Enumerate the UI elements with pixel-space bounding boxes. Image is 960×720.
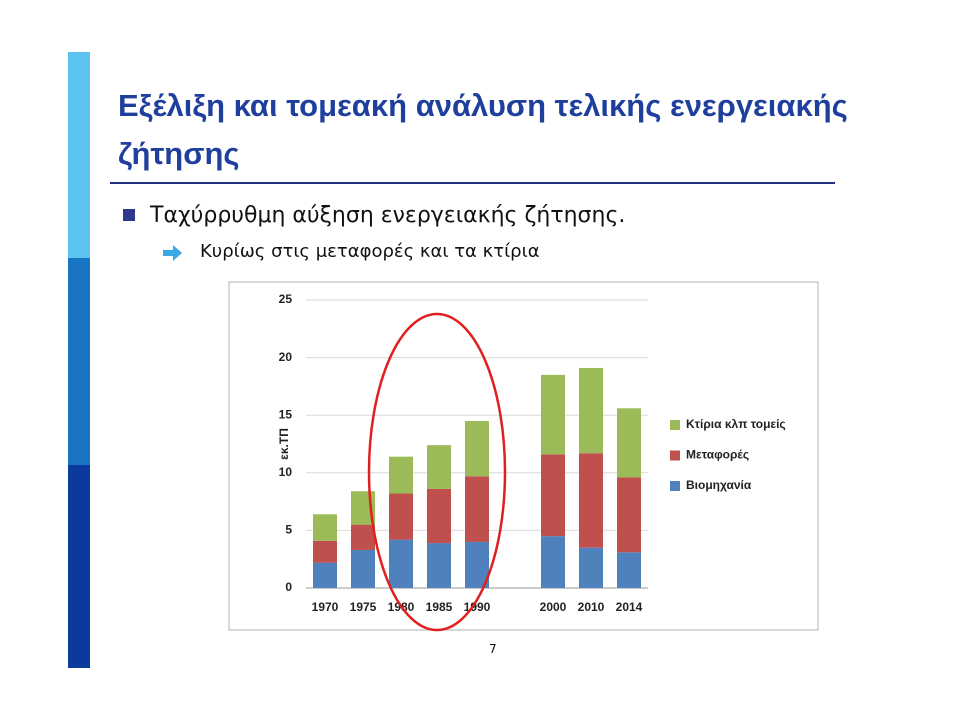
bar-segment xyxy=(579,367,603,454)
title-rule xyxy=(110,182,835,184)
bar-segment xyxy=(313,540,337,563)
page-number: 7 xyxy=(489,642,497,656)
y-tick-label: 15 xyxy=(279,407,293,421)
x-tick-label: 1985 xyxy=(426,600,453,614)
bar-segment xyxy=(579,453,603,548)
bar-segment xyxy=(617,408,641,478)
legend-swatch xyxy=(670,420,680,430)
bar-segment xyxy=(351,491,375,525)
legend-swatch xyxy=(670,481,680,491)
legend-swatch xyxy=(670,450,680,461)
bar-segment xyxy=(389,539,413,588)
bar-segment xyxy=(351,549,375,588)
y-tick-label: 20 xyxy=(279,350,293,364)
bar-segment xyxy=(389,493,413,540)
x-tick-label: 2014 xyxy=(616,600,643,614)
bar-segment xyxy=(541,536,565,588)
bullet-text: Ταχύρρυθμη αύξηση ενεργειακής ζήτησης. xyxy=(150,203,626,228)
bar-segment xyxy=(579,547,603,588)
bar-segment xyxy=(541,374,565,455)
bar-segment xyxy=(427,543,451,588)
bar-segment xyxy=(617,552,641,588)
bar-segment xyxy=(617,477,641,553)
x-tick-label: 1980 xyxy=(388,600,415,614)
bar-segment xyxy=(389,456,413,494)
stripe-mid xyxy=(68,258,90,465)
bar-segment xyxy=(541,454,565,537)
y-tick-label: 25 xyxy=(279,292,293,306)
stripe-light xyxy=(68,52,90,258)
sub-bullet-text: Κυρίως στις μεταφορές και τα κτίρια xyxy=(200,241,540,262)
bar-segment xyxy=(465,476,489,542)
bar-segment xyxy=(427,445,451,489)
legend-label: Βιομηχανία xyxy=(686,478,752,492)
bar-segment xyxy=(313,514,337,541)
legend-label: Κτίρια κλπ τομείς xyxy=(686,417,786,431)
y-tick-label: 10 xyxy=(279,465,293,479)
bar-segment xyxy=(313,562,337,588)
y-axis-label: εκ.ΤΠ xyxy=(277,428,291,460)
y-tick-label: 5 xyxy=(285,523,292,537)
bar-segment xyxy=(351,524,375,550)
stripe-dark xyxy=(68,465,90,668)
slide-title: Εξέλιξη και τομεακή ανάλυση τελικής ενερ… xyxy=(118,88,848,171)
bullet-square xyxy=(123,209,135,221)
bar-segment xyxy=(427,488,451,544)
x-tick-label: 1975 xyxy=(350,600,377,614)
x-tick-label: 2000 xyxy=(540,600,567,614)
x-tick-label: 1990 xyxy=(464,600,491,614)
y-tick-label: 0 xyxy=(285,580,292,594)
x-tick-label: 2010 xyxy=(578,600,605,614)
legend-label: Μεταφορές xyxy=(686,448,749,462)
bar-segment xyxy=(465,420,489,477)
x-tick-label: 1970 xyxy=(312,600,339,614)
bar-segment xyxy=(465,541,489,588)
arrow-icon xyxy=(163,245,182,261)
